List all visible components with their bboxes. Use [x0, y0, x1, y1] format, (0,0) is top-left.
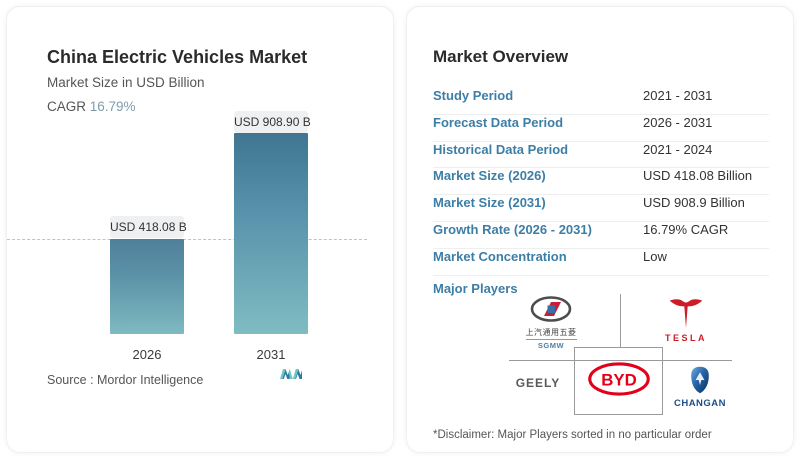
- svg-text:BYD: BYD: [601, 371, 637, 390]
